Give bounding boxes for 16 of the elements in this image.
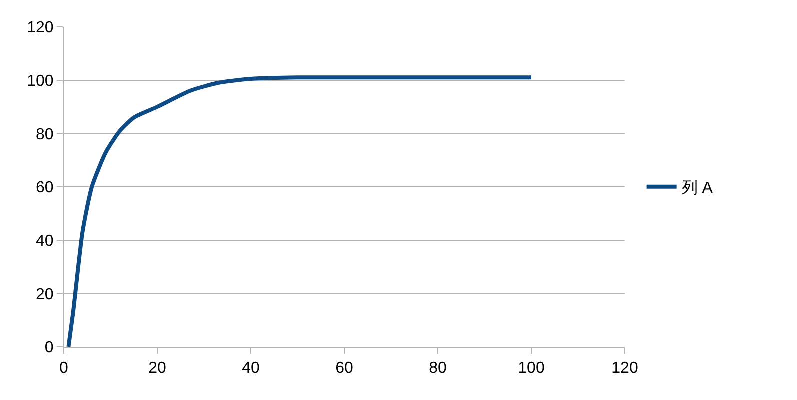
x-tick-label: 80 (429, 360, 447, 378)
y-tick-label: 60 (36, 180, 54, 197)
x-tick-label: 60 (336, 360, 354, 378)
x-tick-label: 120 (612, 360, 638, 378)
x-tick-label: 20 (148, 360, 166, 378)
line-series (66, 76, 534, 347)
x-tick-label: 0 (60, 360, 69, 378)
x-tick-label: 40 (242, 360, 260, 378)
y-tick-label: 0 (44, 340, 54, 357)
legend-label: 列 A (682, 180, 714, 198)
x-tick-label: 100 (518, 360, 545, 378)
y-tick-label: 80 (36, 126, 54, 144)
y-tick-label: 40 (36, 232, 54, 250)
y-tick-label: 120 (27, 20, 54, 37)
y-tick-label: 20 (36, 286, 54, 304)
y-tick-label: 100 (27, 72, 54, 90)
